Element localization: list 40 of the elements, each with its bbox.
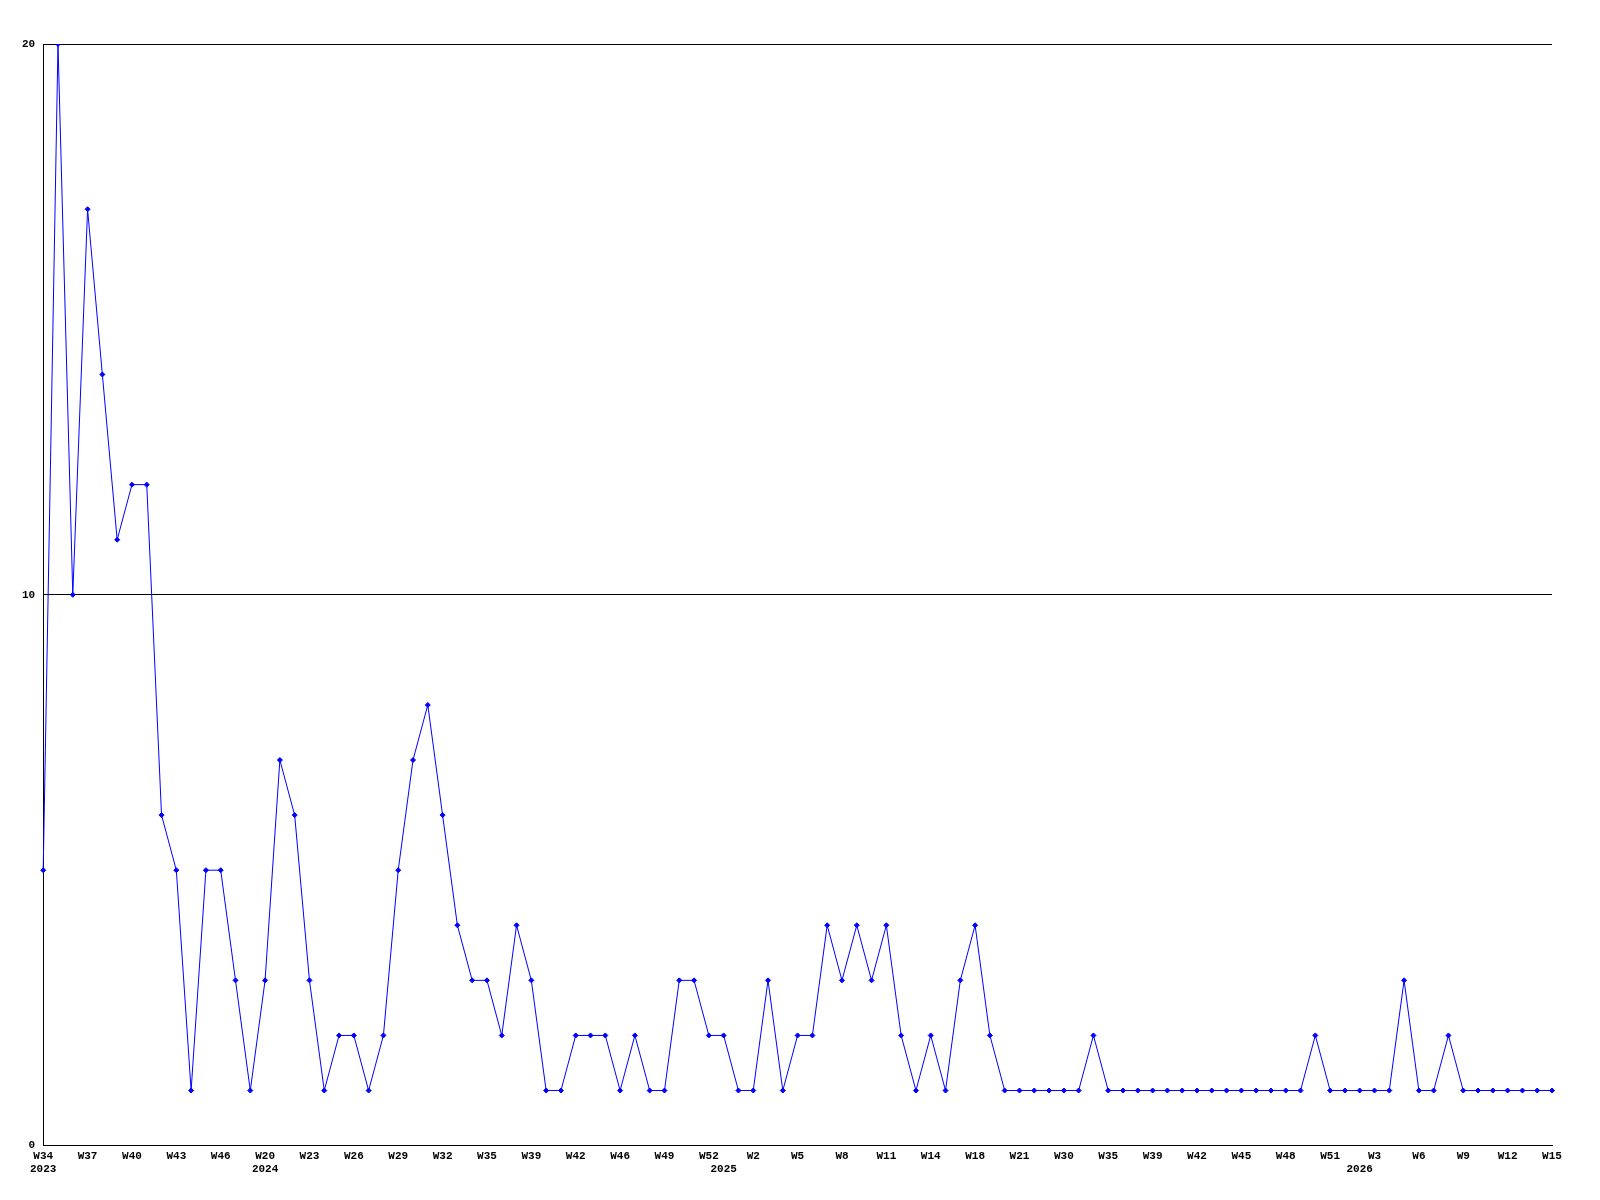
x-tick-label: W21 (1009, 1149, 1030, 1162)
x-tick-label: W40 (122, 1149, 142, 1162)
x-tick-label: W5 (791, 1149, 805, 1162)
x-tick-label: W2 (746, 1149, 760, 1162)
x-tick-label: 2025 (710, 1163, 738, 1176)
y-tick-label: 10 (22, 588, 36, 601)
x-tick-label: W20 2024 (251, 1149, 279, 1176)
x-tick-label: W39 (521, 1149, 542, 1162)
x-tick-label: W49 (654, 1149, 675, 1162)
y-tick-label: 0 (28, 1139, 36, 1152)
x-tick-label: W15 (1542, 1149, 1563, 1162)
x-tick-label: W32 (432, 1149, 453, 1162)
x-tick-label: W12 (1497, 1149, 1518, 1162)
x-tick-label: W34 2023 (30, 1149, 57, 1176)
x-tick-label: W37 (77, 1149, 98, 1162)
x-tick-label: W11 (876, 1149, 897, 1162)
x-tick-label: W26 (343, 1149, 364, 1162)
y-tick-label: 20 (22, 37, 36, 50)
x-tick-label: W46 (210, 1149, 231, 1162)
x-tick-label: W45 (1231, 1149, 1252, 1162)
x-tick-label: W18 (965, 1149, 986, 1162)
x-tick-label: W23 (299, 1149, 320, 1162)
x-tick-label: W51 (1320, 1149, 1341, 1162)
x-tick-label: W43 (166, 1149, 187, 1162)
x-tick-label: W3 (1367, 1149, 1382, 1162)
x-tick-label: W6 (1412, 1149, 1426, 1162)
x-tick-label: 2026 (1346, 1163, 1373, 1176)
x-tick-label: W30 (1053, 1149, 1074, 1162)
x-tick-label: W42 (565, 1149, 586, 1162)
x-tick-label: W52 (698, 1149, 719, 1162)
x-tick-label: W35 (477, 1149, 498, 1162)
x-tick-label: W46 (610, 1149, 630, 1162)
x-tick-label: W35 (1098, 1149, 1119, 1162)
x-tick-label: W9 (1456, 1149, 1470, 1162)
x-tick-label: W14 (920, 1149, 942, 1162)
x-tick-label: W42 (1187, 1149, 1207, 1162)
x-tick-label: W39 (1142, 1149, 1163, 1162)
x-tick-label: W48 (1275, 1149, 1297, 1162)
x-tick-label: W29 (388, 1149, 409, 1162)
x-tick-label: W8 (835, 1149, 849, 1162)
